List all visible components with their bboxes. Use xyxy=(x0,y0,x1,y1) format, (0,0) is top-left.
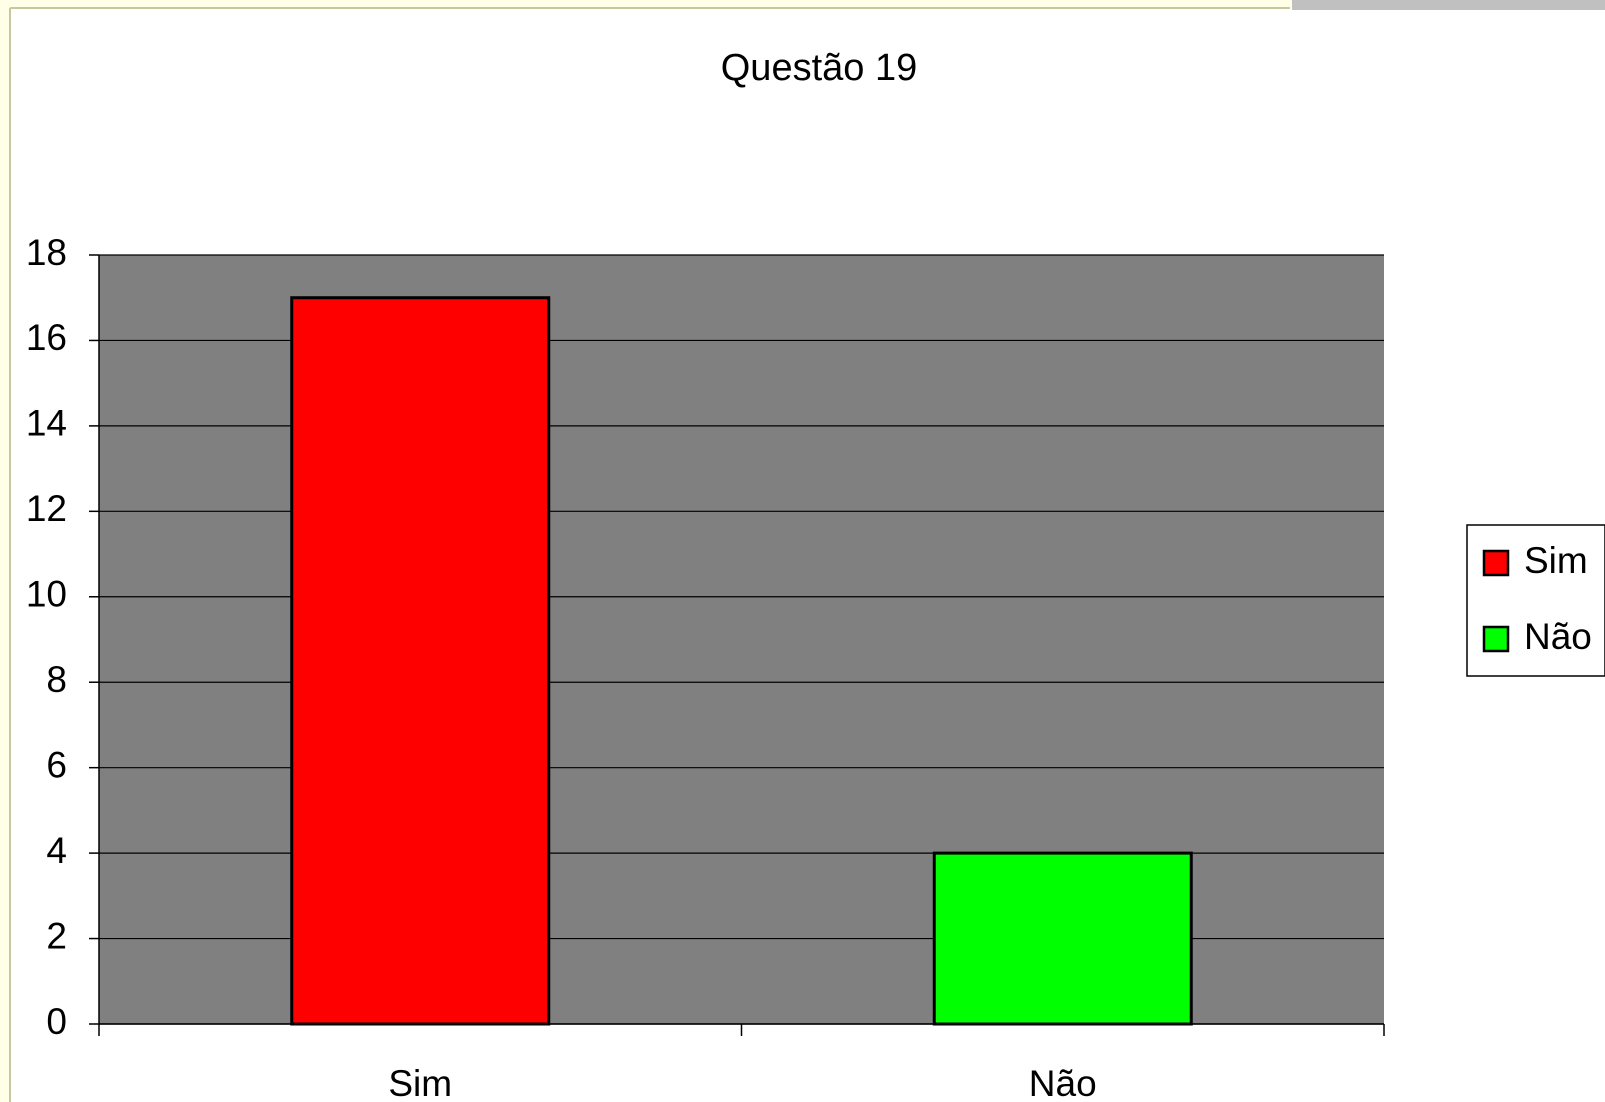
y-tick-label: 0 xyxy=(46,1001,67,1042)
y-tick-label: 18 xyxy=(26,232,67,273)
bar xyxy=(290,296,551,1026)
y-tick-label: 14 xyxy=(26,403,67,444)
y-tick-label: 6 xyxy=(46,744,67,785)
x-tick-label: Sim xyxy=(388,1063,452,1102)
y-tick-label: 10 xyxy=(26,574,67,615)
bar xyxy=(932,851,1193,1026)
y-tick-label: 8 xyxy=(46,659,67,700)
legend-swatch xyxy=(1482,625,1510,653)
y-tick-label: 16 xyxy=(26,317,67,358)
legend-label: Sim xyxy=(1524,540,1588,581)
legend-swatch xyxy=(1482,549,1510,577)
y-tick-label: 12 xyxy=(26,488,67,529)
chart-title: Questão 19 xyxy=(721,47,917,89)
y-tick-label: 4 xyxy=(46,830,67,871)
top-bar xyxy=(1292,0,1605,10)
legend-label: Não xyxy=(1524,616,1592,657)
x-tick-label: Não xyxy=(1029,1063,1097,1102)
y-tick-label: 2 xyxy=(46,915,67,956)
